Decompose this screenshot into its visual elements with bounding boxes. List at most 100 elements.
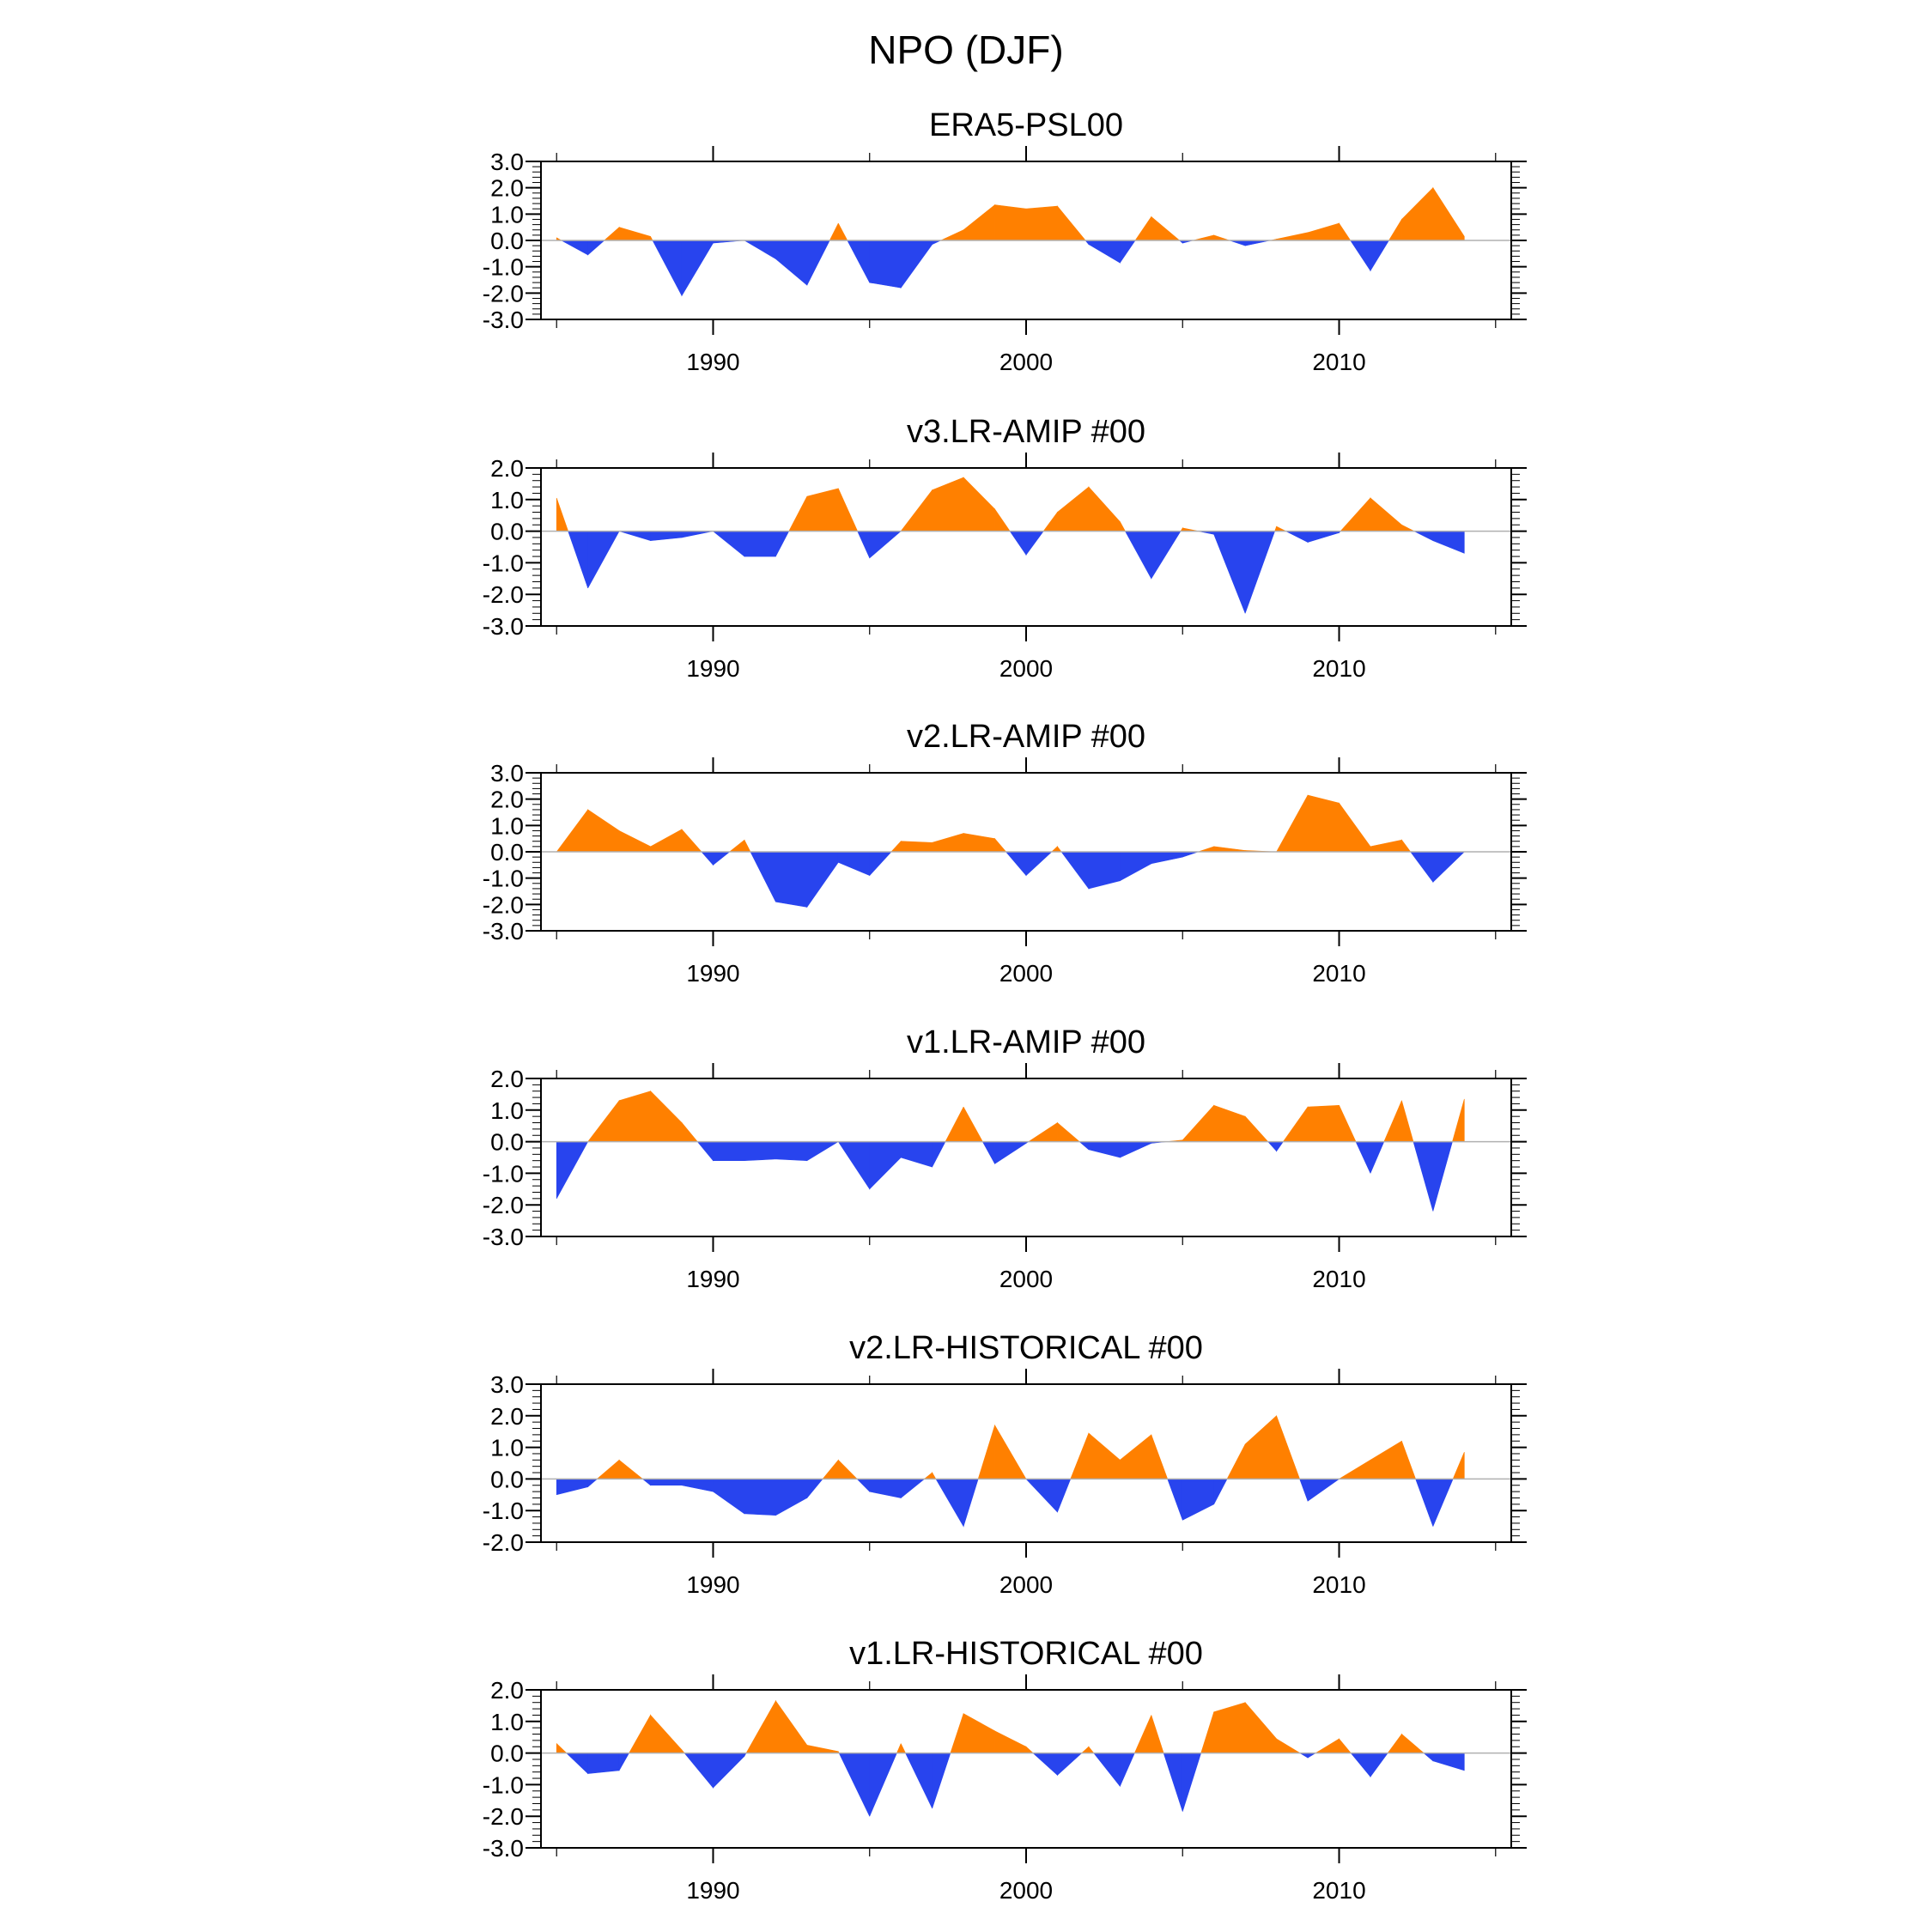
area-segment-negative xyxy=(1432,1479,1454,1527)
area-segment-negative xyxy=(869,851,892,877)
area-segment-positive xyxy=(556,809,588,853)
area-segment-negative xyxy=(1413,1141,1434,1212)
area-segment-positive xyxy=(603,227,620,241)
area-segment-positive xyxy=(1282,1106,1309,1142)
area-segment-positive xyxy=(1070,1432,1090,1479)
area-segment-negative xyxy=(1370,1753,1388,1778)
area-segment-positive xyxy=(963,1106,983,1142)
area-segment-positive xyxy=(1151,1434,1169,1479)
area-segment-positive xyxy=(1151,1715,1164,1753)
area-segment-negative xyxy=(981,1141,995,1164)
y-tick-label: 0.0 xyxy=(490,839,524,866)
area-segment-negative xyxy=(1182,851,1199,858)
area-segment-negative xyxy=(1163,1753,1183,1812)
area-segment-positive xyxy=(822,1459,839,1479)
area-segment-positive xyxy=(587,1099,620,1142)
chart-panel-3: v2.LR-AMIP #00 3.02.01.00.0-1.0-2.0-3.0 19… xyxy=(483,719,1527,987)
x-tick-label: 1990 xyxy=(686,1877,739,1904)
area-segment-positive xyxy=(1182,1104,1215,1142)
y-tick-label: 2.0 xyxy=(490,1066,524,1092)
area-segment-negative xyxy=(1060,851,1090,890)
figure-title: NPO (DJF) xyxy=(868,27,1063,72)
area-segment-positive xyxy=(1200,1711,1215,1753)
area-segment-positive xyxy=(788,495,808,532)
area-segment-negative xyxy=(1120,240,1136,264)
area-segment-negative xyxy=(1413,531,1434,542)
y-tick-label: 1.0 xyxy=(490,201,524,228)
area-segment-positive xyxy=(932,833,964,853)
area-segment-negative xyxy=(869,240,902,289)
area-segment-positive xyxy=(1081,1746,1090,1753)
y-tick-label: -3.0 xyxy=(483,1835,524,1862)
x-tick-label: 2000 xyxy=(999,655,1053,682)
area-segment-positive xyxy=(1452,1452,1465,1479)
area-segment-negative xyxy=(683,1753,714,1789)
area-segment-negative xyxy=(1432,851,1466,883)
y-tick-label: -2.0 xyxy=(483,1529,524,1556)
area-segment-negative xyxy=(641,1479,651,1486)
y-tick-label: -3.0 xyxy=(483,1224,524,1250)
area-segment-positive xyxy=(1213,234,1230,241)
area-segment-negative xyxy=(775,531,790,557)
area-segment-positive xyxy=(1370,497,1402,532)
area-segment-positive xyxy=(1452,1098,1465,1142)
area-segment-positive xyxy=(1088,1746,1095,1753)
y-tick-label: 1.0 xyxy=(490,812,524,839)
area-segment-negative xyxy=(713,1141,745,1161)
area-segment-negative xyxy=(712,531,745,557)
area-segment-positive xyxy=(1401,524,1415,532)
area-segment-positive xyxy=(900,489,933,532)
area-segment-negative xyxy=(932,1141,946,1168)
area-segment-negative xyxy=(681,531,714,538)
area-segment-positive xyxy=(994,837,1007,853)
area-segment-negative xyxy=(1151,851,1183,865)
area-segment-positive xyxy=(1401,839,1412,853)
area-segment-positive xyxy=(1383,1100,1402,1142)
area-segment-positive xyxy=(806,1745,839,1753)
x-tick-label: 1990 xyxy=(686,349,739,375)
area-segment-negative xyxy=(806,1141,840,1162)
area-segment-negative xyxy=(701,851,714,866)
chart-panel-6: v1.LR-HISTORICAL #00 2.0 1.0 0.0 -1.0 -2.0 -3.… xyxy=(483,1636,1527,1904)
panel-title: v2.LR-HISTORICAL #00 xyxy=(849,1330,1203,1366)
area-segment-positive xyxy=(1193,234,1215,241)
area-segment-negative xyxy=(1182,1479,1215,1521)
x-tick-label: 2010 xyxy=(1312,1571,1365,1598)
area-segment-negative xyxy=(1415,1479,1434,1527)
area-segment-negative xyxy=(869,1141,902,1190)
area-segment-negative xyxy=(775,240,808,286)
area-segment-positive xyxy=(900,841,933,853)
area-segment-positive xyxy=(1307,1104,1340,1142)
y-tick-label: 2.0 xyxy=(490,1677,524,1704)
area-segment-negative xyxy=(1307,531,1340,543)
chart-panel-2: v3.LR-AMIP #00 2.0 1.0 0.0 -1.0 -2.0 -3.0 1990 2… xyxy=(483,414,1527,682)
area-segment-negative xyxy=(1350,1753,1371,1778)
area-segment-negative xyxy=(565,1753,588,1775)
area-segment-positive xyxy=(618,829,651,853)
area-segment-positive xyxy=(596,1459,620,1479)
area-segment-negative xyxy=(1350,240,1371,272)
area-segment-positive xyxy=(950,1713,964,1753)
area-segment-negative xyxy=(1299,1479,1309,1502)
area-segment-positive xyxy=(1307,794,1340,853)
area-segment-positive xyxy=(618,1091,651,1142)
area-segment-negative xyxy=(587,1753,620,1774)
area-segment-positive xyxy=(977,1425,995,1479)
y-tick-label: -1.0 xyxy=(483,866,524,892)
area-segment-positive xyxy=(1088,486,1121,532)
area-segment-positive xyxy=(1276,1415,1301,1479)
area-segment-negative xyxy=(857,531,871,559)
y-tick-label: 0.0 xyxy=(490,1741,524,1767)
y-tick-label: -3.0 xyxy=(483,307,524,333)
area-segment-positive xyxy=(1401,1441,1417,1479)
area-segment-negative xyxy=(838,1753,871,1817)
area-segment-positive xyxy=(1387,1733,1402,1753)
area-segment-negative xyxy=(696,1141,714,1162)
x-tick-label: 1990 xyxy=(686,960,739,987)
area-segment-positive xyxy=(1057,845,1062,853)
y-tick-label: 3.0 xyxy=(490,760,524,787)
area-segment-negative xyxy=(1088,851,1121,890)
x-tick-label: 2000 xyxy=(999,1266,1053,1292)
y-tick-label: 2.0 xyxy=(490,1403,524,1430)
